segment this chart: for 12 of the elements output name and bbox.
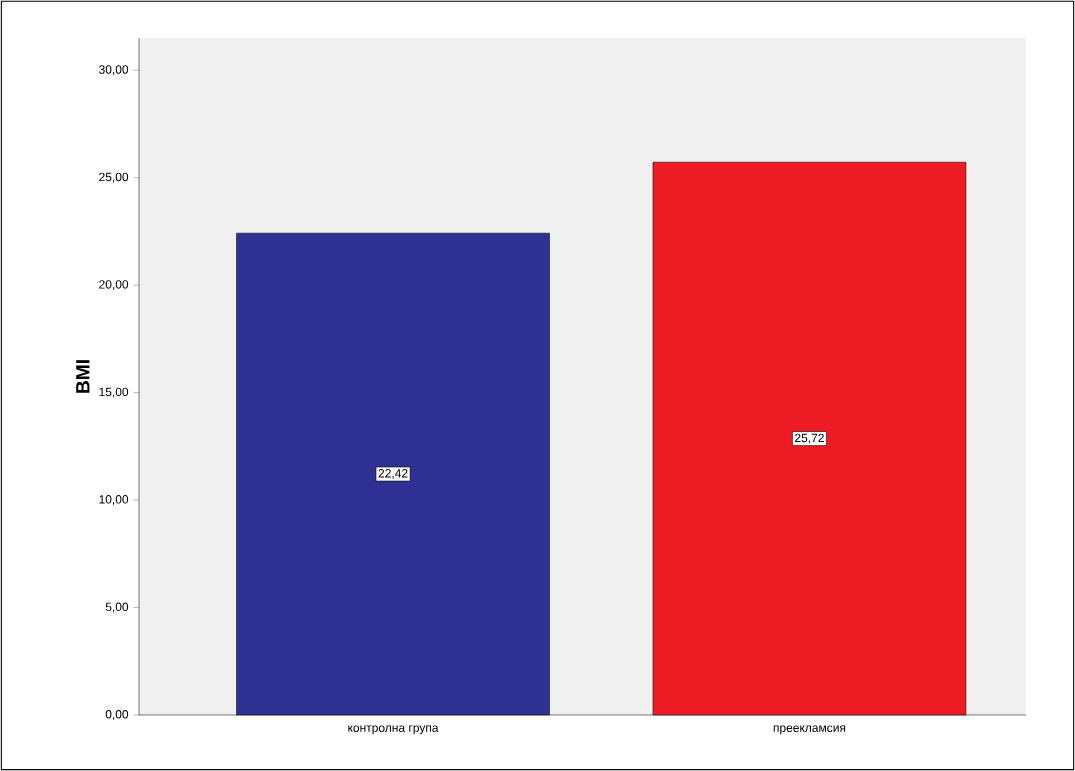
data-label: 25,72 [795,433,824,444]
y-tick-label: 0,00 [105,710,129,720]
y-tick-label: 10,00 [99,495,129,506]
y-axis-title: BMI [76,360,90,393]
y-tick-label: 25,00 [99,172,129,183]
data-label: 22,42 [378,469,408,480]
y-tick-label: 20,00 [99,280,129,291]
y-tick-label: 15,00 [99,387,129,398]
y-tick-label: 5,00 [105,602,129,613]
x-tick-label: преекламсия [773,725,846,735]
x-tick-label: контролна група [348,725,439,735]
y-tick-label: 30,00 [99,65,129,76]
